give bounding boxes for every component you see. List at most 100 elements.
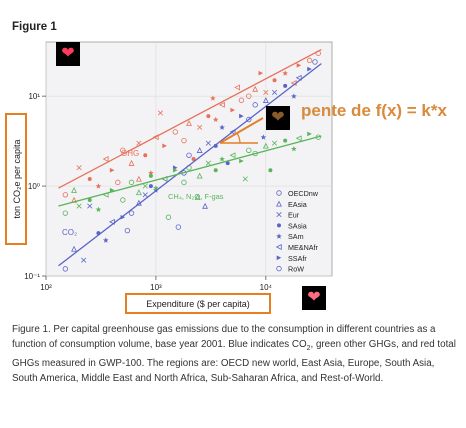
caption-part2: , green other GHGs, and red total GHGs m…: [12, 339, 456, 384]
data-point: [76, 165, 82, 171]
data-point: [186, 120, 192, 126]
data-point: [109, 167, 115, 173]
data-point: [230, 107, 236, 113]
data-point: [120, 197, 126, 203]
data-point: [135, 175, 142, 182]
x-tick-label: 10²: [40, 283, 52, 292]
legend-marker: [277, 223, 281, 228]
legend-marker: [276, 190, 282, 196]
data-point: [148, 173, 153, 178]
data-point: [218, 101, 225, 108]
figure-caption: Figure 1. Per capital greenhouse gas emi…: [12, 322, 462, 386]
data-point: [260, 134, 267, 140]
data-point: [210, 95, 216, 101]
data-point: [239, 158, 244, 164]
data-point: [95, 206, 102, 213]
legend-label: SAm: [288, 232, 304, 241]
legend-label: SAsia: [288, 221, 307, 230]
data-point: [62, 210, 69, 216]
y-axis-label: ton CO₂e per capita: [12, 139, 22, 218]
data-point: [262, 142, 269, 149]
fit-line: [58, 135, 322, 207]
data-point: [108, 218, 115, 225]
fit-lines: [58, 48, 322, 267]
data-point: [306, 57, 313, 64]
data-point: [205, 140, 211, 146]
data-point: [213, 168, 218, 173]
series-label-co2: CO₂: [62, 228, 77, 237]
data-point: [262, 97, 269, 103]
legend-marker: [276, 255, 282, 261]
data-point: [120, 214, 126, 220]
data-point: [172, 129, 178, 135]
data-point: [135, 189, 142, 196]
brown-heart-icon: ❤: [266, 106, 290, 130]
data-point: [71, 245, 78, 252]
data-point: [307, 131, 312, 137]
legend-marker: [276, 212, 282, 218]
fit-line: [58, 48, 322, 189]
series-label-ghg: GHG: [121, 149, 139, 158]
data-point: [263, 89, 269, 96]
data-point: [142, 192, 148, 198]
data-point: [62, 266, 69, 272]
slope-annotation-line-1: [219, 117, 264, 144]
data-point: [197, 124, 203, 130]
heart-icon: ❤: [302, 286, 326, 310]
axis-ticks: 10² 10³ 10⁴ 10⁻¹ 10⁰ 10¹: [24, 92, 272, 292]
data-point: [196, 172, 203, 179]
figure-label: Figure 1: [12, 21, 57, 33]
data-point: [186, 152, 192, 158]
x-tick-label: 10³: [150, 283, 162, 292]
x-tick-label: 10⁴: [260, 283, 273, 292]
data-point: [271, 89, 278, 96]
data-point: [258, 70, 264, 76]
series-label-other: CH₄, N₂O, F-gas: [168, 192, 224, 201]
data-point: [225, 161, 230, 166]
data-point: [296, 63, 302, 68]
caption-part1: Figure 1. Per capital greenhouse gas emi…: [12, 324, 436, 350]
data-point: [234, 84, 240, 91]
ylabel-highlight-box: [5, 113, 27, 245]
data-point: [205, 160, 211, 166]
data-point: [307, 66, 312, 72]
data-point: [219, 156, 225, 162]
legend-label: SSAfr: [288, 254, 307, 263]
data-point: [128, 210, 135, 216]
data-point: [128, 179, 135, 186]
data-point: [71, 186, 78, 193]
legend-marker: [276, 200, 282, 207]
data-point: [175, 224, 182, 230]
data-point: [157, 110, 164, 116]
data-point: [238, 97, 245, 103]
data-point: [148, 184, 153, 189]
data-point: [81, 257, 87, 263]
data-point: [239, 113, 244, 119]
data-point: [246, 147, 252, 153]
scatter-chart: 10² 10³ 10⁴ 10⁻¹ 10⁰ 10¹ GHG CO₂ CH₄, N₂O, F-…: [5, 41, 333, 314]
data-point: [162, 143, 167, 149]
data-point: [120, 147, 126, 153]
data-point: [153, 185, 159, 191]
xlabel-highlight-box: [125, 293, 271, 314]
plot-background: [45, 41, 333, 277]
data-point: [291, 93, 297, 99]
data-point: [268, 168, 273, 173]
slope-angle-arc: [236, 132, 241, 144]
data-point: [128, 159, 135, 166]
legend-label: Eur: [288, 211, 300, 220]
caption-subscript: 2: [306, 344, 311, 352]
legend-label: ME&NAfr: [288, 243, 319, 252]
data-point: [103, 237, 109, 243]
data-point: [242, 176, 248, 182]
legend-marker: [275, 244, 282, 250]
y-tick-label: 10⁻¹: [24, 272, 40, 281]
data-point: [87, 203, 93, 209]
data-point: [291, 145, 297, 152]
legend-marker: [276, 233, 282, 239]
data-point: [295, 135, 302, 142]
fit-line: [58, 63, 322, 267]
data-point: [76, 203, 82, 209]
y-tick-label: 10¹: [28, 92, 40, 101]
